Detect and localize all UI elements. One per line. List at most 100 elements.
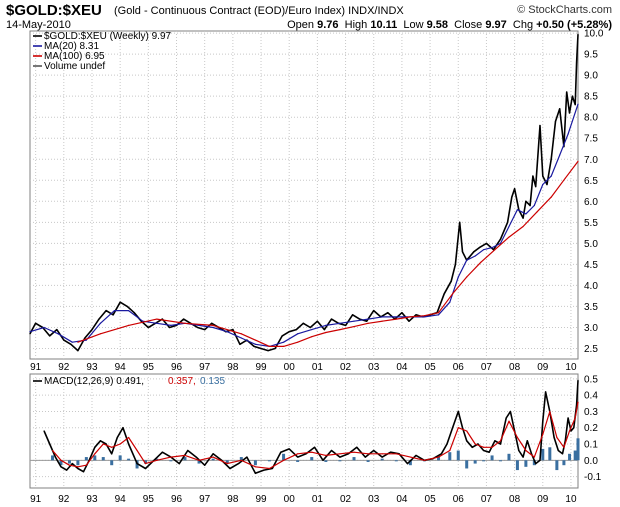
price-series-ma-100-point bbox=[77, 341, 79, 343]
macd-x-tick-label: 05 bbox=[425, 494, 437, 505]
price-series-gold-xeu-point bbox=[574, 103, 576, 106]
macd-histogram-bar bbox=[267, 460, 271, 462]
macd-series-macd-point bbox=[452, 427, 454, 429]
macd-histogram-bar bbox=[448, 452, 452, 461]
price-series-ma-20-point bbox=[325, 324, 327, 326]
price-series-ma-20-point bbox=[212, 326, 214, 329]
macd-panel-frame bbox=[29, 373, 579, 489]
price-series-gold-xeu-point bbox=[309, 326, 311, 329]
macd-y-tick-label: 0.5 bbox=[584, 374, 598, 385]
macd-x-tick-label: 03 bbox=[368, 494, 380, 505]
macd-histogram-bar bbox=[507, 453, 511, 461]
macd-histogram-bar bbox=[499, 460, 503, 462]
price-series-gold-xeu-point bbox=[29, 333, 31, 335]
price-series-ma-100-point bbox=[409, 316, 411, 318]
macd-series-signal-point bbox=[483, 446, 485, 448]
price-series-gold-xeu-point bbox=[49, 335, 51, 337]
macd-y-tick-label: 0.1 bbox=[584, 440, 598, 451]
price-series-ma-100-point bbox=[254, 339, 256, 341]
macd-series-macd-point bbox=[122, 427, 124, 429]
price-series-ma-20-point bbox=[311, 328, 313, 331]
macd-x-tick-label: 04 bbox=[396, 494, 408, 505]
open-value: 9.76 bbox=[317, 19, 339, 31]
price-series-gold-xeu-point bbox=[359, 318, 361, 320]
price-series-gold-xeu-point bbox=[70, 343, 72, 345]
price-series-gold-xeu-point bbox=[204, 328, 206, 331]
macd-series-macd-point bbox=[381, 456, 383, 458]
price-series-ma-20-point bbox=[559, 154, 561, 156]
macd-histogram-bar bbox=[473, 460, 477, 464]
macd-series-signal-point bbox=[577, 401, 579, 403]
price-series-gold-xeu-point bbox=[253, 345, 255, 347]
macd-series-signal-point bbox=[85, 464, 87, 466]
price-series-gold-xeu-point bbox=[401, 312, 403, 314]
price-series-gold-xeu-point bbox=[147, 326, 149, 329]
macd-series-signal-point bbox=[184, 454, 186, 457]
macd-series-signal-point bbox=[136, 449, 138, 452]
price-series-gold-xeu-point bbox=[112, 314, 114, 316]
macd-histogram-bar bbox=[532, 460, 536, 466]
macd-series-macd-point bbox=[254, 472, 256, 474]
price-series-gold-xeu-point bbox=[232, 328, 234, 331]
price-series-ma-20-point bbox=[113, 310, 116, 312]
macd-series-macd-point bbox=[561, 453, 564, 455]
price-series-gold-xeu-point bbox=[539, 125, 541, 127]
price-series-gold-xeu-point bbox=[366, 320, 368, 322]
price-series-ma-20-point bbox=[43, 326, 45, 329]
price-series-ma-100-point bbox=[325, 331, 327, 334]
chart-date: 14-May-2010 bbox=[6, 19, 71, 31]
price-series-gold-xeu-point bbox=[239, 343, 241, 345]
price-series-ma-20-point bbox=[282, 341, 285, 343]
price-series-gold-xeu-point bbox=[535, 185, 537, 188]
high-label: High bbox=[344, 19, 368, 31]
macd-histogram-bar bbox=[225, 460, 229, 464]
price-series-ma-20-point bbox=[550, 175, 552, 177]
macd-series-signal-point bbox=[102, 443, 104, 445]
price-x-tick-label: 03 bbox=[368, 362, 380, 373]
price-x-tick-label: 99 bbox=[255, 362, 267, 373]
price-series-gold-xeu-point bbox=[577, 33, 579, 35]
macd-series-macd-point bbox=[144, 467, 147, 470]
price-series-gold-xeu-point bbox=[288, 331, 290, 333]
macd-series-signal-point bbox=[60, 459, 62, 461]
macd-series-macd-point bbox=[82, 471, 85, 473]
price-legend-label: $GOLD:$XEU (Weekly) 9.97 bbox=[44, 31, 172, 42]
macd-series-macd-point bbox=[128, 443, 130, 445]
price-y-tick-label: 5.5 bbox=[584, 218, 598, 229]
price-series-gold-xeu-point bbox=[373, 310, 375, 312]
low-value: 9.58 bbox=[426, 19, 449, 31]
price-series-gold-xeu-point bbox=[98, 318, 100, 320]
macd-series-macd-point bbox=[229, 467, 231, 470]
price-y-tick-label: 5.0 bbox=[584, 239, 598, 250]
macd-series-macd-point bbox=[77, 467, 79, 470]
macd-y-tick-label: 0.0 bbox=[584, 456, 598, 467]
price-y-tick-label: 10.0 bbox=[584, 29, 604, 40]
price-series-ma-20-point bbox=[423, 316, 426, 318]
price-series-ma-100-point bbox=[311, 336, 313, 338]
price-series-ma-100-point bbox=[156, 318, 158, 320]
macd-x-tick-label: 09 bbox=[537, 494, 549, 505]
price-series-ma-20-point bbox=[57, 333, 59, 335]
price-series-gold-xeu-point bbox=[387, 312, 389, 314]
macd-x-tick-label: 96 bbox=[171, 494, 183, 505]
macd-series-macd-point bbox=[136, 462, 138, 465]
macd-histogram-bar bbox=[296, 460, 300, 462]
price-series-gold-xeu-point bbox=[168, 326, 171, 329]
price-series-gold-xeu-point bbox=[542, 175, 544, 177]
price-x-tick-label: 91 bbox=[30, 362, 42, 373]
quote-summary: Open 9.76 High 10.11 Low 9.58 Close 9.97… bbox=[287, 19, 612, 31]
macd-series-macd-point bbox=[99, 440, 102, 442]
macd-histogram-bar bbox=[408, 460, 412, 466]
macd-histogram-bar bbox=[59, 460, 63, 466]
macd-histogram-bar bbox=[548, 447, 552, 461]
price-y-tick-label: 4.5 bbox=[584, 260, 598, 271]
price-series-ma-20-point bbox=[466, 259, 468, 261]
price-series-gold-xeu-point bbox=[546, 183, 548, 186]
price-series-gold-xeu-point bbox=[443, 293, 445, 295]
price-series-gold-xeu-point bbox=[575, 61, 578, 64]
macd-series-signal-point bbox=[111, 446, 113, 448]
macd-series-macd-point bbox=[297, 456, 299, 458]
price-series-ma-100-point bbox=[339, 328, 341, 331]
price-series-gold-xeu-point bbox=[473, 251, 475, 253]
price-x-tick-label: 92 bbox=[58, 362, 70, 373]
